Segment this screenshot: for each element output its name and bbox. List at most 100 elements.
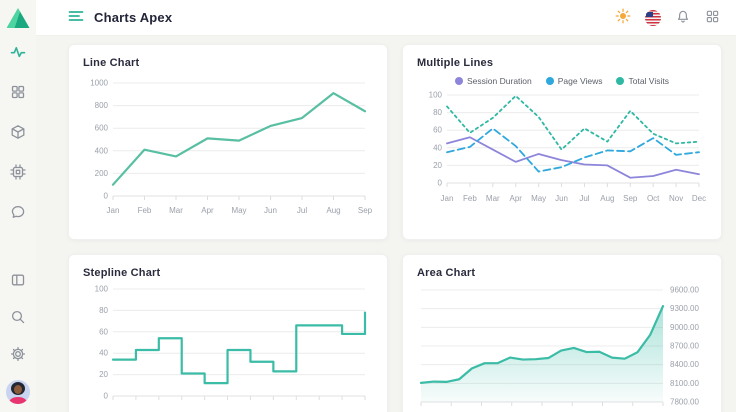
svg-text:100: 100 [429,91,443,100]
svg-text:Apr: Apr [510,194,523,203]
sidebar-item-system[interactable] [0,153,36,193]
svg-text:Nov: Nov [669,194,683,203]
app-logo[interactable] [6,8,30,28]
layout-panel-icon [10,272,26,291]
svg-text:20: 20 [99,370,108,379]
svg-text:Jan: Jan [441,194,454,203]
svg-text:Sep: Sep [623,194,638,203]
legend-item-session-duration[interactable]: Session Duration [455,76,532,86]
sidebar-item-charts[interactable] [0,33,36,73]
chip-icon [10,163,26,183]
svg-text:0: 0 [438,179,443,188]
legend-item-total-visits[interactable]: Total Visits [616,76,669,86]
apps-button[interactable] [705,9,720,27]
avatar-shirt [9,397,27,404]
svg-text:May: May [531,194,546,203]
svg-text:Mar: Mar [486,194,500,203]
svg-text:May: May [231,206,246,215]
svg-text:Aug: Aug [600,194,614,203]
svg-text:400: 400 [95,146,109,155]
card-line-chart: Line Chart 0 200 400 600 800 1000 Jan Feb Mar Apr… [68,44,388,240]
language-button[interactable] [645,9,661,26]
chart-area: 7800.00 8100.00 8400.00 8700.00 9000.00 9300.… [417,283,707,412]
user-avatar[interactable] [6,380,30,404]
svg-text:Aug: Aug [326,206,340,215]
menu-toggle-button[interactable] [68,8,84,27]
svg-text:80: 80 [433,108,442,117]
avatar-face [14,385,22,394]
legend-label: Page Views [557,76,603,86]
svg-text:0: 0 [104,392,109,401]
widgets-grid-icon [10,84,26,103]
svg-text:9600.00: 9600.00 [670,286,699,295]
svg-text:Jun: Jun [555,194,568,203]
chat-icon [10,204,26,223]
svg-text:60: 60 [433,126,442,135]
svg-text:9300.00: 9300.00 [670,304,699,313]
chart-multi-lines: 0 20 40 60 80 100 Jan Feb Mar Apr May Jun Jul Aug Sep O… [417,91,707,209]
svg-text:40: 40 [433,143,442,152]
svg-text:100: 100 [95,285,109,294]
svg-text:20: 20 [433,161,442,170]
theme-toggle-button[interactable] [615,8,631,27]
sidebar-item-layout[interactable] [0,263,36,300]
box-icon [10,124,26,143]
activity-icon [10,44,26,63]
card-title: Line Chart [83,57,140,69]
sidebar-item-components[interactable] [0,113,36,153]
search-icon [10,309,26,328]
sidebar-nav [0,33,36,233]
chart-line: 0 200 400 600 800 1000 Jan Feb Mar Apr May Jun Jul Au… [83,73,373,221]
header-actions [615,8,720,27]
card-stepline-chart: Stepline Chart 0 20 40 60 80 100 [68,254,388,412]
svg-text:Dec: Dec [692,194,706,203]
sidebar-bottom [0,263,36,404]
svg-text:Sep: Sep [358,206,373,215]
header: Charts Apex [36,0,736,36]
svg-text:200: 200 [95,169,109,178]
svg-text:7800.00: 7800.00 [670,398,699,407]
card-title: Multiple Lines [417,57,494,69]
svg-text:8100.00: 8100.00 [670,379,699,388]
settings-gear-icon [10,346,26,365]
sidebar-item-settings[interactable] [0,337,36,374]
chart-stepline: 0 20 40 60 80 100 [83,283,373,412]
svg-text:1000: 1000 [90,79,108,88]
us-flag-icon [645,9,661,26]
legend-item-page-views[interactable]: Page Views [545,76,603,86]
legend-dot [455,77,464,85]
svg-text:Mar: Mar [169,206,183,215]
legend-label: Total Visits [628,76,669,86]
legend-label: Session Duration [467,76,532,86]
sun-icon [615,8,631,27]
svg-text:Jul: Jul [579,194,589,203]
legend-dot [616,77,625,85]
svg-text:Apr: Apr [201,206,214,215]
bell-icon [675,8,691,27]
chart-legend: Session Duration Page Views Total Visits [417,73,707,89]
sidebar-item-chat[interactable] [0,193,36,233]
svg-text:Jan: Jan [107,206,120,215]
svg-text:800: 800 [95,101,109,110]
svg-text:80: 80 [99,306,108,315]
svg-text:8400.00: 8400.00 [670,360,699,369]
svg-text:Jul: Jul [297,206,307,215]
svg-text:Feb: Feb [138,206,152,215]
card-multiple-lines: Multiple Lines Session Duration Page Vie… [402,44,722,240]
svg-text:0: 0 [104,192,109,201]
legend-dot [545,77,554,85]
notifications-button[interactable] [675,8,691,27]
card-title: Area Chart [417,267,476,279]
card-title: Stepline Chart [83,267,161,279]
card-area-chart: Area Chart 7800.00 8100.00 8400.00 8700.00 9… [402,254,722,412]
svg-text:Feb: Feb [463,194,477,203]
svg-text:600: 600 [95,124,109,133]
sidebar [0,0,36,412]
page-title: Charts Apex [94,10,173,25]
svg-text:40: 40 [99,349,108,358]
sidebar-item-widgets[interactable] [0,73,36,113]
svg-text:Oct: Oct [647,194,660,203]
apps-grid-icon [705,9,720,27]
svg-text:60: 60 [99,327,108,336]
sidebar-item-search[interactable] [0,300,36,337]
